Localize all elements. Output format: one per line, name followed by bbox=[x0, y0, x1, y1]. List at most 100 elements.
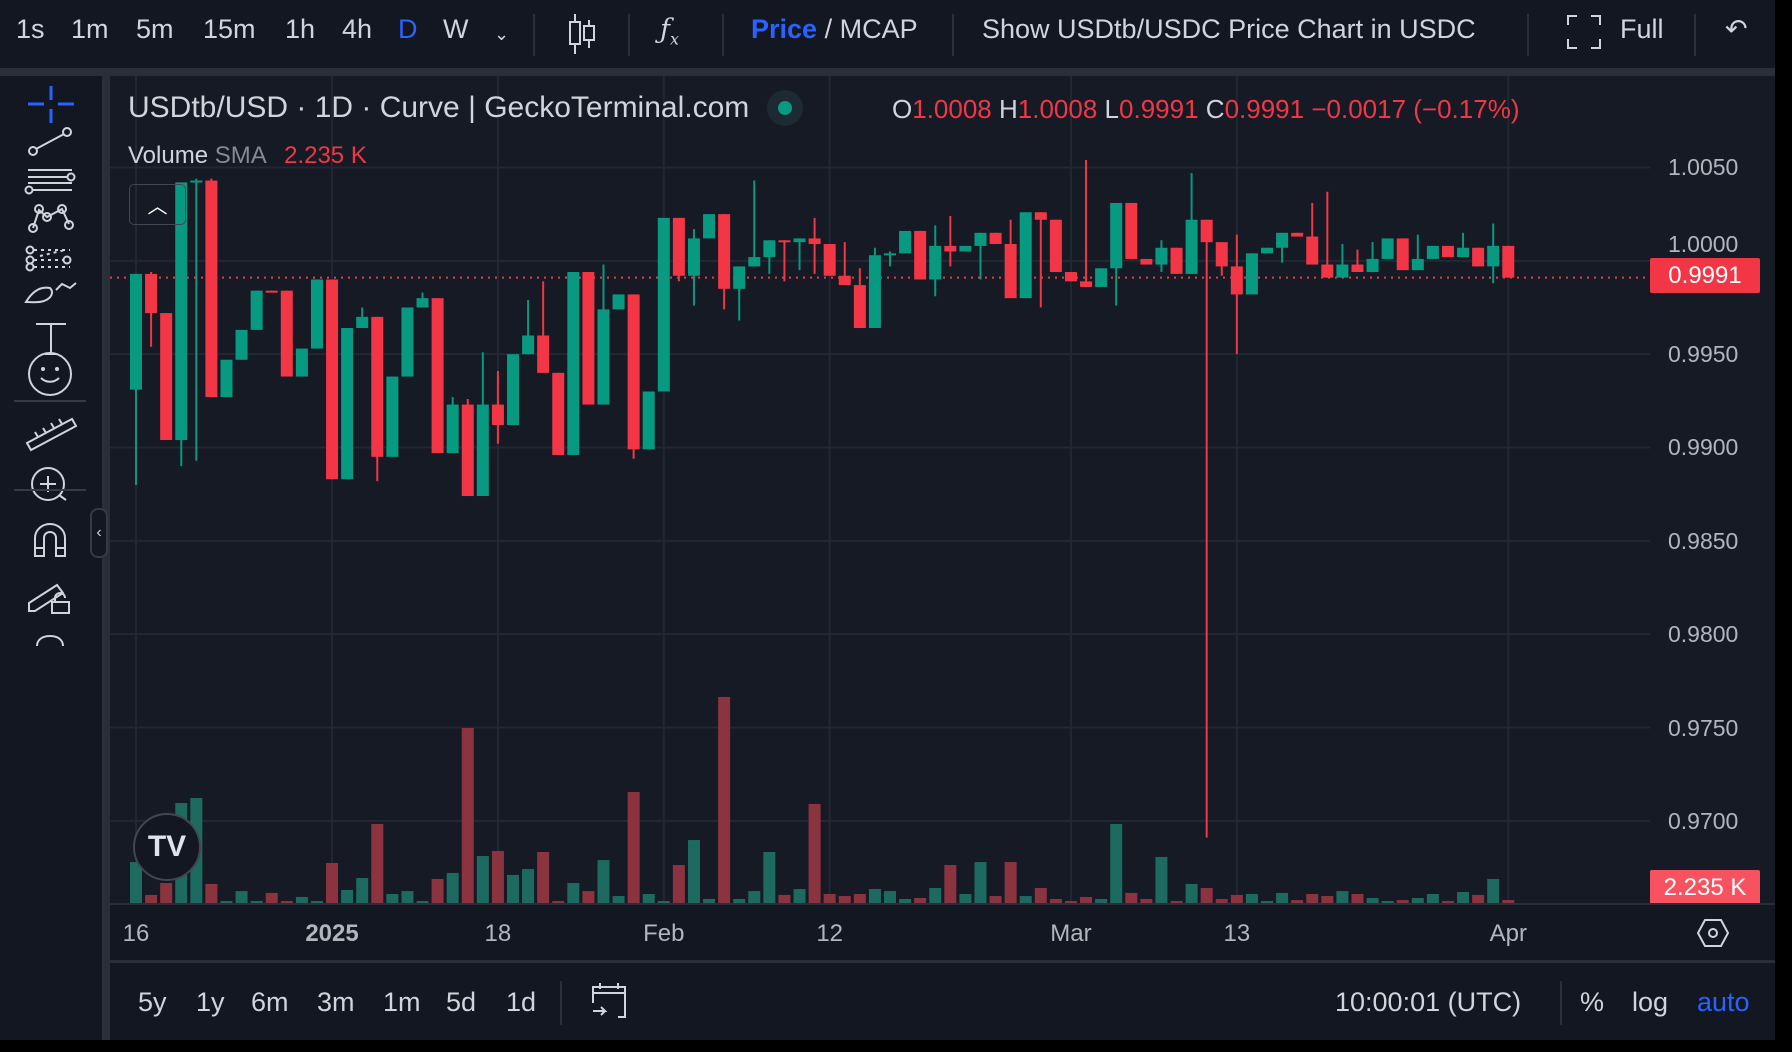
close-value: 0.9991 bbox=[1224, 94, 1305, 124]
candle-body bbox=[220, 359, 233, 398]
interval-w[interactable]: W bbox=[443, 14, 469, 44]
candle-body bbox=[507, 354, 519, 426]
magnet-icon[interactable] bbox=[34, 522, 66, 557]
candle-body bbox=[1049, 219, 1062, 273]
divider bbox=[560, 981, 562, 1025]
indicators-fx-icon[interactable]: ƒx bbox=[660, 14, 680, 49]
chart-settings-icon[interactable] bbox=[1696, 918, 1730, 953]
trendline-icon[interactable] bbox=[28, 127, 72, 156]
price-option[interactable]: Price bbox=[751, 14, 818, 44]
range-1m[interactable]: 1m bbox=[383, 987, 421, 1017]
candle-body bbox=[823, 244, 836, 276]
interval-d[interactable]: D bbox=[398, 14, 418, 44]
toolbar-divider bbox=[0, 68, 1775, 76]
interval-1s[interactable]: 1s bbox=[16, 14, 45, 44]
price-mcap-toggle[interactable]: Price / MCAP bbox=[751, 14, 918, 45]
volume-bar bbox=[1185, 883, 1198, 903]
range-3m[interactable]: 3m bbox=[317, 987, 355, 1017]
full-button[interactable]: Full bbox=[1620, 14, 1664, 44]
log-toggle[interactable]: log bbox=[1632, 987, 1669, 1017]
candle-body bbox=[552, 372, 565, 455]
candle-body bbox=[582, 272, 595, 405]
high-label: H bbox=[999, 94, 1018, 124]
clock-utc[interactable]: 10:00:01 (UTC) bbox=[1335, 987, 1522, 1017]
interval-1h[interactable]: 1h bbox=[285, 14, 316, 44]
collapse-legend-button[interactable]: ︿ bbox=[129, 184, 186, 225]
symbol-title: USDtb/USD · 1D · Curve | GeckoTerminal.c… bbox=[128, 91, 750, 124]
candle-body bbox=[989, 232, 1002, 245]
candle-body bbox=[703, 214, 716, 239]
time-axis[interactable] bbox=[110, 903, 1775, 960]
volume-bar bbox=[899, 898, 912, 903]
volume-bar bbox=[507, 874, 519, 903]
show-usdc-chart-button[interactable]: Show USDtb/USDC Price Chart in USDC bbox=[982, 14, 1476, 44]
hide-drawings-icon[interactable] bbox=[36, 634, 64, 647]
bottom-toolbar: 5y 1y 6m 3m 1m 5d 1d 10:00:01 (UTC) % lo… bbox=[110, 960, 1775, 1040]
candle-body bbox=[461, 404, 474, 497]
candle-body bbox=[1411, 258, 1424, 271]
candle-type-icon[interactable] bbox=[566, 12, 598, 63]
candle-body bbox=[476, 404, 489, 497]
percent-toggle[interactable]: % bbox=[1580, 987, 1605, 1017]
range-5d[interactable]: 5d bbox=[446, 987, 477, 1017]
collapse-toolbar-button[interactable]: ‹ bbox=[90, 508, 108, 558]
emoji-icon[interactable] bbox=[28, 352, 72, 396]
candle-body bbox=[1155, 247, 1168, 265]
volume-bar bbox=[1110, 823, 1123, 903]
brush-icon[interactable] bbox=[24, 282, 77, 304]
candle-body bbox=[295, 348, 308, 377]
lock-drawings-icon[interactable] bbox=[28, 583, 70, 614]
undo-icon[interactable]: ↶ bbox=[1725, 14, 1748, 44]
market-status-icon bbox=[767, 90, 804, 126]
range-1d[interactable]: 1d bbox=[506, 987, 537, 1017]
interval-1m[interactable]: 1m bbox=[71, 14, 109, 44]
volume-bar bbox=[476, 856, 489, 903]
candle-body bbox=[718, 214, 731, 289]
candle-body bbox=[1291, 232, 1304, 237]
go-to-date-icon[interactable] bbox=[590, 981, 630, 1028]
volume-bar bbox=[1230, 894, 1243, 903]
interval-4h[interactable]: 4h bbox=[342, 14, 373, 44]
volume-bar bbox=[853, 894, 866, 903]
tradingview-logo[interactable]: TV bbox=[133, 813, 201, 881]
prediction-icon[interactable] bbox=[25, 245, 72, 272]
volume-bar bbox=[1291, 900, 1304, 903]
toolbar-gutter bbox=[102, 76, 110, 1040]
range-6m[interactable]: 6m bbox=[251, 987, 289, 1017]
crosshair-icon[interactable] bbox=[28, 86, 74, 123]
candle-body bbox=[235, 329, 248, 360]
volume-bar bbox=[522, 869, 535, 903]
candle-body bbox=[386, 376, 399, 457]
volume-bar bbox=[808, 803, 821, 903]
ruler-icon[interactable] bbox=[25, 417, 78, 452]
fullscreen-icon[interactable] bbox=[1567, 15, 1601, 56]
candle-body bbox=[974, 232, 987, 246]
volume-bar bbox=[1396, 900, 1409, 903]
mcap-option[interactable]: / MCAP bbox=[824, 14, 918, 44]
pattern-icon[interactable] bbox=[28, 204, 74, 233]
candle-body bbox=[1426, 245, 1439, 259]
volume-bar bbox=[914, 898, 927, 903]
chart-legend: USDtb/USD · 1D · Curve | GeckoTerminal.c… bbox=[128, 90, 804, 126]
volume-bar bbox=[974, 862, 987, 903]
volume-bar bbox=[763, 851, 776, 903]
interval-5m[interactable]: 5m bbox=[136, 14, 174, 44]
fib-lines-icon[interactable] bbox=[24, 169, 76, 195]
candle-body bbox=[1004, 244, 1017, 299]
candle-body bbox=[748, 257, 761, 267]
candle-body bbox=[687, 238, 700, 276]
auto-toggle[interactable]: auto bbox=[1697, 987, 1750, 1017]
range-5y[interactable]: 5y bbox=[138, 987, 167, 1017]
volume-bar bbox=[823, 894, 836, 903]
range-1y[interactable]: 1y bbox=[196, 987, 225, 1017]
volume-bar bbox=[944, 865, 957, 903]
candle-body bbox=[431, 298, 444, 454]
volume-bar bbox=[567, 883, 580, 903]
candle-body bbox=[1064, 272, 1077, 282]
volume-bar bbox=[597, 860, 610, 903]
chevron-down-icon[interactable]: ⌄ bbox=[494, 24, 510, 44]
volume-bar bbox=[718, 696, 731, 903]
volume-bar bbox=[687, 840, 700, 903]
interval-15m[interactable]: 15m bbox=[203, 14, 256, 44]
